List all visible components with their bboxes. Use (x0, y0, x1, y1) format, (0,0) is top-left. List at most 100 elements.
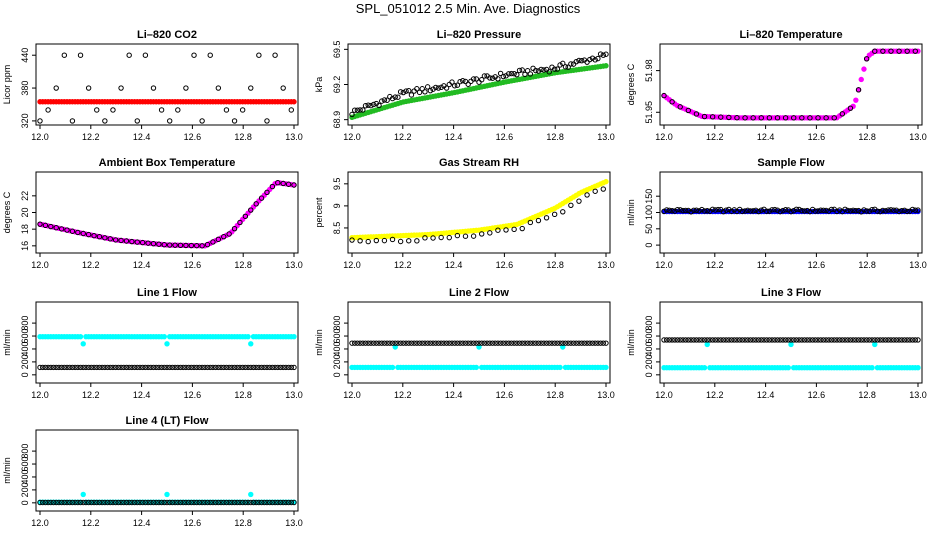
y-tick-label: 150 (644, 189, 654, 204)
y-tick-label: 800 (644, 316, 654, 331)
data-point (535, 340, 542, 346)
data-point (570, 61, 577, 67)
data-point (291, 499, 297, 506)
data-point (766, 337, 773, 343)
data-point (83, 499, 89, 506)
data-point (406, 88, 412, 94)
data-point (896, 48, 902, 54)
data-point (118, 85, 124, 91)
series-group (349, 340, 609, 346)
data-point (780, 207, 786, 214)
data-point (576, 340, 582, 346)
data-point (45, 364, 51, 371)
data-point (728, 337, 735, 343)
data-point (283, 364, 289, 371)
data-point (96, 364, 103, 371)
data-point (709, 114, 716, 120)
data-point (365, 102, 371, 108)
data-point (772, 206, 778, 213)
data-point (191, 364, 197, 371)
data-point (242, 213, 249, 219)
data-point (352, 107, 358, 113)
data-point (915, 207, 921, 213)
x-tick-label: 12.0 (31, 518, 49, 528)
series-group (37, 180, 297, 249)
data-point (153, 499, 159, 506)
data-point (288, 364, 294, 371)
data-point (557, 340, 563, 346)
data-point (280, 180, 286, 187)
x-tick-label: 12.4 (757, 260, 775, 270)
data-point (839, 337, 846, 343)
x-tick-label: 12.2 (394, 260, 412, 270)
data-point (264, 118, 270, 124)
data-point (204, 241, 211, 248)
x-tick-label: 13.0 (909, 390, 927, 400)
x-tick-label: 12.8 (858, 260, 876, 270)
data-point (414, 238, 420, 244)
y-tick-label: 800 (20, 444, 30, 459)
data-point (231, 364, 238, 371)
data-point (685, 107, 692, 114)
data-point (134, 118, 140, 124)
data-point (465, 81, 471, 87)
data-point (107, 499, 113, 506)
data-point (850, 207, 856, 213)
data-point (845, 337, 851, 343)
data-point (823, 207, 829, 214)
data-point (707, 337, 713, 343)
data-point (248, 85, 254, 91)
data-point (511, 70, 517, 77)
y-tick-label: 16 (20, 241, 30, 251)
data-point (199, 364, 205, 371)
data-point (104, 364, 111, 371)
data-point (107, 236, 113, 242)
data-point (587, 340, 593, 346)
x-tick-label: 12.8 (546, 390, 564, 400)
data-point (836, 337, 843, 343)
data-point (156, 499, 162, 506)
data-point (389, 364, 396, 371)
data-point (123, 499, 130, 506)
data-point (661, 92, 667, 99)
data-point (874, 208, 881, 214)
data-point (745, 207, 751, 214)
data-point (37, 499, 43, 506)
data-point (901, 337, 908, 343)
data-point (704, 208, 710, 214)
data-point (674, 206, 681, 213)
y-tick-label: 22 (20, 191, 30, 201)
data-point (142, 52, 149, 58)
series-group (661, 341, 921, 371)
data-point (134, 499, 140, 506)
data-point (245, 364, 251, 371)
y-axis-label: percent (314, 197, 324, 228)
data-point (275, 180, 281, 186)
data-point (603, 51, 609, 57)
data-point (734, 337, 740, 343)
x-tick-label: 12.8 (234, 260, 252, 270)
x-tick-label: 12.4 (757, 390, 775, 400)
data-point (231, 499, 238, 506)
data-point (167, 118, 173, 124)
data-point (362, 103, 369, 109)
data-point (863, 208, 870, 214)
data-point (172, 364, 178, 371)
data-point (102, 235, 108, 241)
data-point (560, 60, 566, 67)
data-point (785, 365, 791, 371)
data-point (199, 499, 205, 506)
data-point (72, 364, 78, 371)
data-point (804, 337, 810, 343)
data-point (131, 364, 138, 371)
x-tick-label: 13.0 (597, 390, 615, 400)
data-point (755, 337, 762, 343)
data-point (497, 340, 504, 346)
data-point (481, 340, 488, 346)
data-point (77, 333, 84, 340)
data-point (183, 242, 189, 249)
panel-title: Line 3 Flow (761, 287, 821, 299)
data-point (664, 337, 670, 343)
data-point (818, 207, 824, 213)
